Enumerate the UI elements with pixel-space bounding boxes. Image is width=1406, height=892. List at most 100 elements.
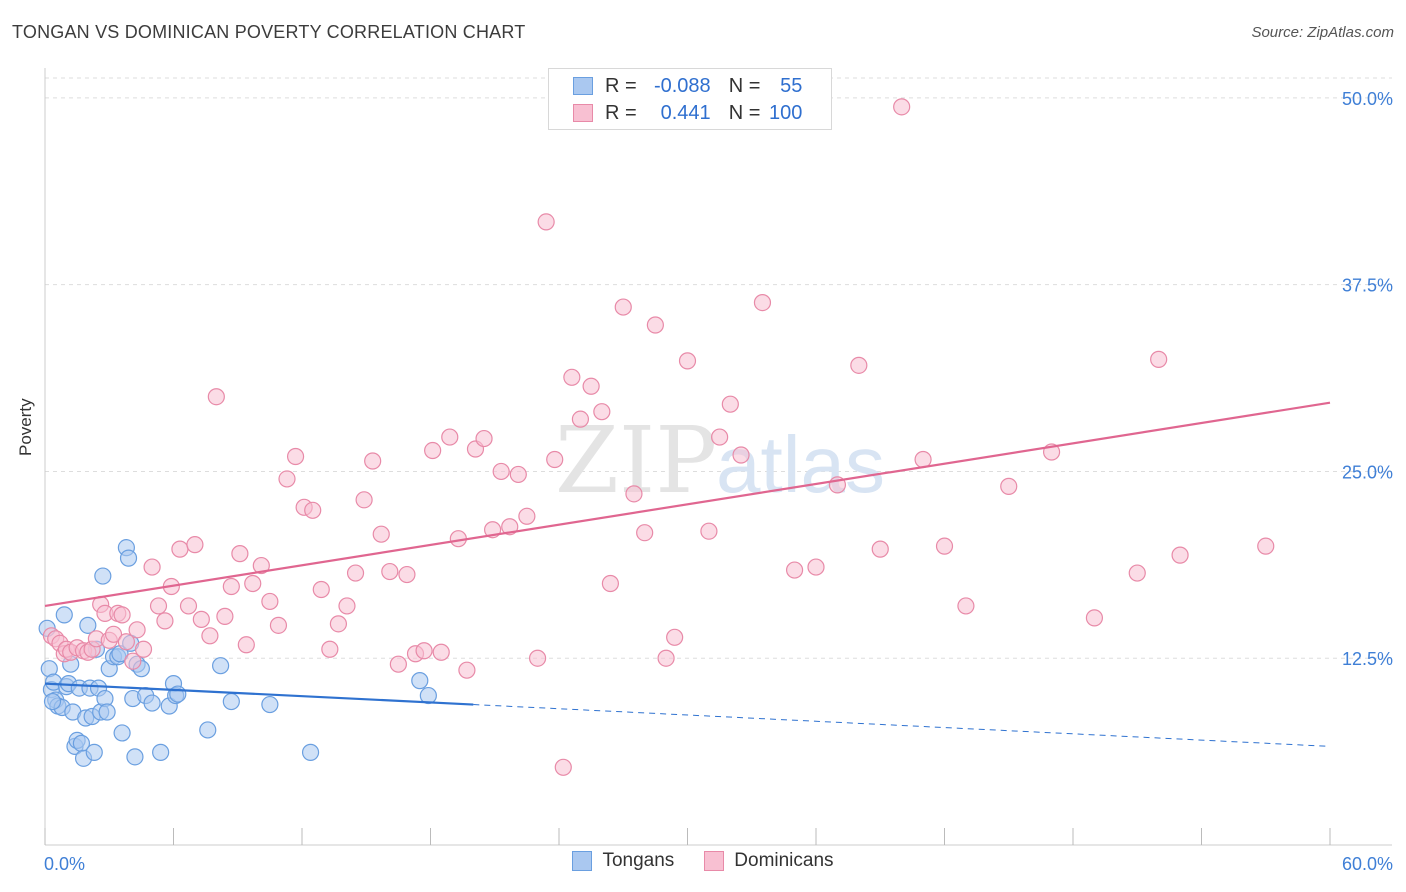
tongan-point bbox=[85, 743, 103, 761]
dominican-point bbox=[304, 501, 322, 519]
dominican-point bbox=[492, 462, 510, 481]
dominican-point bbox=[261, 592, 279, 611]
y-tick-label: 12.5% bbox=[1342, 649, 1393, 669]
dominican-point bbox=[134, 640, 153, 658]
dominican-point bbox=[666, 628, 684, 646]
legend-r-label: R = bbox=[605, 101, 637, 124]
x-tick-label: 0.0% bbox=[44, 854, 85, 874]
legend-swatch-tongans bbox=[572, 851, 593, 871]
legend-r-value: 0.441 bbox=[660, 101, 711, 124]
dominican-point bbox=[1085, 609, 1104, 627]
y-tick-label: 50.0% bbox=[1342, 89, 1393, 109]
legend-label-tongans: Tongans bbox=[602, 850, 675, 871]
legend-n-value: 100 bbox=[769, 101, 803, 124]
tongan-point bbox=[113, 724, 131, 742]
tongan-point bbox=[126, 748, 144, 766]
dominican-point bbox=[278, 470, 296, 488]
dominican-point bbox=[424, 441, 442, 460]
dominican-point bbox=[286, 447, 305, 466]
dominican-point bbox=[582, 377, 600, 395]
dominican-point bbox=[186, 536, 204, 554]
dominican-point bbox=[957, 597, 975, 615]
legend-row-dominicans: R = 0.441 N = 100 bbox=[573, 100, 802, 126]
dominican-point bbox=[113, 606, 131, 624]
dominican-point bbox=[1171, 546, 1189, 564]
tongan-point bbox=[119, 549, 138, 567]
dominican-point bbox=[201, 627, 219, 645]
dominican-point bbox=[171, 540, 189, 558]
y-tick-label: 37.5% bbox=[1342, 276, 1393, 296]
dominican-point bbox=[518, 507, 536, 525]
tongan-point bbox=[143, 694, 161, 712]
dominican-point bbox=[222, 577, 240, 596]
chart-source: Source: ZipAtlas.com bbox=[1251, 24, 1394, 41]
dominican-point bbox=[124, 652, 142, 670]
legend-item-tongans[interactable]: Tongans bbox=[572, 850, 674, 872]
dominican-point bbox=[381, 562, 399, 581]
dominican-point bbox=[346, 564, 365, 582]
dominican-point bbox=[678, 352, 697, 370]
dominican-point bbox=[104, 625, 123, 643]
dominican-point bbox=[441, 428, 459, 446]
legend-r-value: -0.088 bbox=[653, 74, 711, 97]
dominican-point bbox=[625, 485, 643, 503]
trend-line bbox=[44, 401, 1331, 608]
tongan-point bbox=[222, 692, 240, 711]
dominican-point bbox=[554, 758, 572, 776]
dominican-point bbox=[571, 410, 590, 428]
dominican-point bbox=[601, 574, 620, 593]
dominican-point bbox=[1128, 564, 1146, 582]
tick-labels: 12.5% 25.0% 37.5% 50.0% 0.0% 60.0% bbox=[44, 89, 1393, 874]
dominican-point bbox=[237, 636, 255, 654]
dominican-point bbox=[143, 558, 161, 576]
series-legend: Tongans Dominicans bbox=[0, 850, 1406, 872]
dominican-point bbox=[207, 388, 225, 406]
dominican-point bbox=[657, 649, 675, 667]
legend-n-value: 55 bbox=[780, 74, 803, 97]
dominican-point bbox=[398, 565, 416, 584]
dominican-point bbox=[244, 574, 262, 593]
dominican-point bbox=[563, 368, 581, 386]
legend-label-dominicans: Dominicans bbox=[734, 850, 834, 871]
dominican-point bbox=[389, 655, 407, 673]
dominican-point bbox=[117, 633, 135, 651]
tongan-point bbox=[94, 567, 112, 585]
dominican-point bbox=[1000, 477, 1018, 495]
legend-swatch-dominicans bbox=[573, 104, 593, 122]
tongan-point bbox=[152, 743, 170, 761]
tongan-point bbox=[301, 743, 320, 761]
trend-line-extension bbox=[473, 704, 1331, 747]
dominican-point bbox=[711, 428, 729, 446]
dominican-point bbox=[329, 615, 348, 633]
dominican-point bbox=[216, 607, 234, 625]
dominican-point bbox=[338, 597, 356, 615]
axes bbox=[44, 68, 1392, 846]
dominican-point bbox=[312, 580, 330, 599]
dominican-point bbox=[458, 661, 476, 679]
dominican-point bbox=[528, 649, 547, 667]
dominican-point bbox=[593, 403, 611, 421]
data-points bbox=[38, 98, 1275, 776]
dominican-point bbox=[128, 621, 146, 639]
dominican-point bbox=[700, 522, 718, 540]
dominican-point bbox=[636, 524, 654, 542]
dominican-point bbox=[372, 525, 390, 543]
trend-lines bbox=[44, 401, 1331, 747]
dominican-point bbox=[321, 640, 339, 658]
correlation-legend: R = -0.088 N = 55 R = 0.441 N = 100 bbox=[548, 68, 832, 130]
dominican-point bbox=[721, 395, 739, 413]
legend-n-label: N = bbox=[728, 101, 761, 124]
tongan-point bbox=[79, 616, 97, 634]
legend-n-label: N = bbox=[728, 74, 761, 97]
watermark-atlas: atlas bbox=[716, 420, 885, 509]
legend-swatch-dominicans bbox=[704, 851, 725, 871]
legend-item-dominicans[interactable]: Dominicans bbox=[704, 850, 834, 872]
dominican-point bbox=[364, 452, 382, 470]
dominican-point bbox=[475, 429, 493, 448]
dominican-point bbox=[753, 293, 772, 312]
tongan-point bbox=[98, 703, 116, 721]
dominican-point bbox=[509, 465, 527, 484]
dominican-point bbox=[149, 597, 168, 615]
